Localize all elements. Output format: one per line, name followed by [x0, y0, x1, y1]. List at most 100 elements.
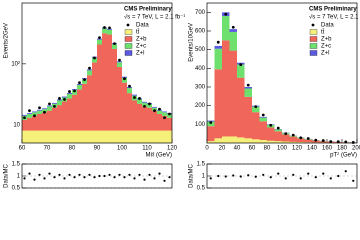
legend-swatch: [124, 50, 133, 56]
y-tick-label: 0.5: [197, 186, 206, 192]
data-point: [73, 89, 76, 93]
bar-segment: [32, 112, 37, 116]
x-tick-label: 60: [249, 146, 256, 152]
bar-segment: [117, 62, 122, 67]
bar-segment: [57, 100, 62, 106]
bar-segment: [57, 99, 62, 101]
x-axis-title: Mℓℓ (GeV): [145, 152, 172, 159]
bar-segment: [229, 31, 237, 51]
ratio-point: [113, 176, 116, 179]
legend-label: Z+b: [321, 37, 332, 43]
legend-swatch: [309, 43, 318, 49]
bar-segment: [162, 115, 167, 131]
plot-frame: [206, 163, 358, 189]
bar-segment: [237, 137, 245, 143]
bar-segment: [252, 106, 260, 113]
bar-segment: [214, 138, 222, 143]
ratio-point: [232, 174, 235, 177]
bar-segment: [304, 139, 312, 143]
ratio-point: [307, 172, 310, 175]
bar-segment: [162, 112, 167, 116]
bar-segment: [102, 28, 107, 34]
bar-segment: [37, 130, 42, 143]
bar-segment: [297, 142, 305, 143]
ratio-point: [33, 178, 36, 181]
data-point: [138, 97, 141, 100]
x-tick-label: 20: [219, 146, 226, 152]
y-axis-title: Events/10GeV: [189, 23, 195, 62]
x-tick-label: 120: [292, 146, 303, 152]
data-point: [321, 139, 325, 142]
bar-segment: [252, 139, 260, 143]
plot-frame: [21, 163, 173, 189]
ratio-point: [53, 176, 56, 179]
y-axis-title: Data/MC: [4, 163, 10, 187]
bar-segment: [32, 130, 37, 143]
x-tick-label: 80: [264, 146, 271, 152]
legend-swatch: [309, 29, 318, 35]
ratio-point: [138, 173, 141, 176]
ratio-point: [108, 173, 111, 176]
data-point: [336, 140, 340, 144]
ratio-point: [143, 178, 146, 181]
data-point: [239, 63, 243, 66]
data-point: [224, 12, 228, 16]
bar-segment: [97, 38, 102, 40]
bar-segment: [37, 110, 42, 114]
bar-segment: [297, 138, 305, 143]
legend-label: Z+c: [321, 44, 331, 50]
bar-segment: [22, 114, 27, 116]
data-point: [351, 141, 355, 144]
data-point: [93, 56, 96, 60]
bar-segment: [137, 103, 142, 131]
y-tick-label: 700: [195, 10, 206, 16]
bar-segment: [157, 130, 162, 143]
legend-label: Z+l: [136, 51, 145, 57]
y-tick-label: 100: [195, 122, 206, 128]
bar-segment: [87, 70, 92, 76]
y-tick-label: 400: [195, 66, 206, 72]
bar-segment: [147, 130, 152, 143]
ratio-point: [163, 179, 166, 182]
data-point: [58, 97, 61, 100]
bar-segment: [207, 141, 215, 143]
data-point: [88, 66, 91, 70]
ratio-point: [118, 173, 121, 176]
data-point: [329, 140, 333, 143]
bar-segment: [42, 109, 47, 113]
data-point: [113, 42, 116, 46]
bar-segment: [92, 130, 97, 143]
plot-frame: [206, 2, 358, 144]
bar-segment: [72, 90, 77, 95]
ratio-point: [292, 173, 295, 176]
bar-segment: [52, 102, 57, 104]
legend-label: Data: [136, 23, 149, 29]
bar-segment: [117, 66, 122, 131]
bar-segment: [62, 96, 67, 98]
data-point: [143, 104, 146, 108]
legend-label: Data: [321, 23, 334, 29]
bar-segment: [57, 105, 62, 131]
bar-segment: [282, 141, 290, 143]
bar-segment: [267, 127, 275, 141]
x-tick-label: 160: [322, 146, 333, 152]
bar-segment: [214, 48, 222, 70]
bar-segment: [112, 48, 117, 131]
ratio-point: [239, 175, 242, 178]
bar-segment: [147, 103, 152, 108]
data-point: [163, 116, 166, 120]
annotation: √s = 7 TeV, L = 2.1 fb⁻¹: [124, 14, 185, 21]
bar-segment: [142, 102, 147, 107]
ratio-point: [73, 176, 76, 179]
ratio-point: [98, 174, 101, 178]
x-tick-label: 40: [234, 146, 241, 152]
x-tick-label: 90: [94, 146, 101, 152]
bar-segment: [77, 84, 82, 90]
data-point: [118, 58, 121, 62]
bar-segment: [42, 130, 47, 143]
bar-segment: [289, 136, 297, 142]
bar-segment: [142, 101, 147, 103]
bar-segment: [27, 113, 32, 118]
bar-segment: [122, 77, 127, 83]
legend-label: Z+c: [136, 44, 146, 50]
